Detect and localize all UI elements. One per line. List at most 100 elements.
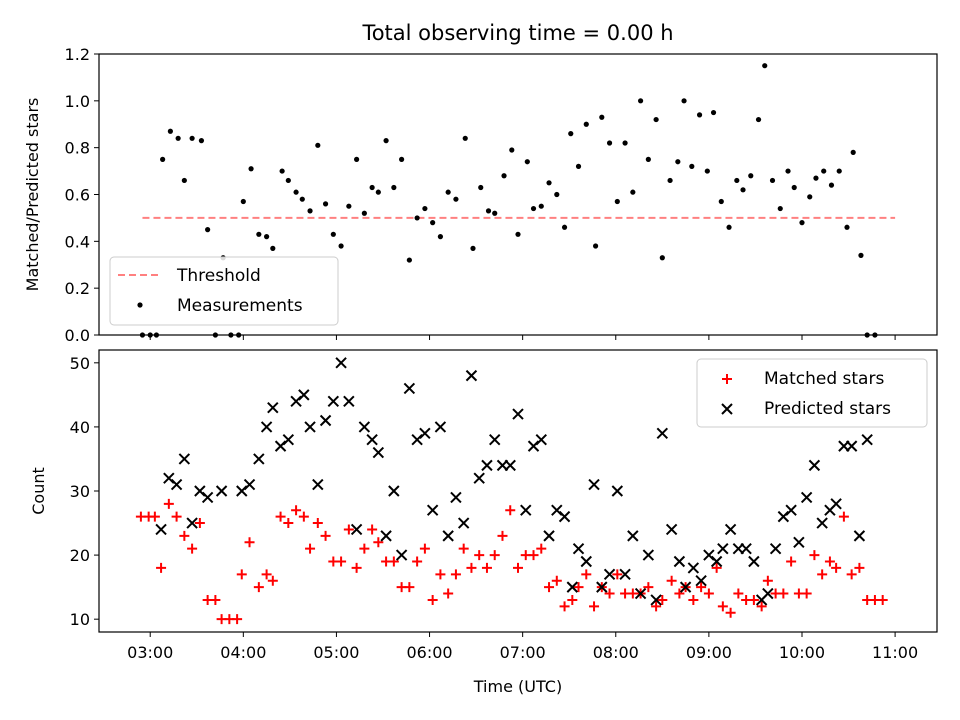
measurement-point [383,138,389,144]
measurement-point [653,116,659,123]
legend-box [109,256,339,326]
matched-star-point [149,511,160,522]
x-tick-label: 09:00 [686,643,732,662]
matched-star-point [528,550,539,561]
matched-star-point [581,569,592,580]
predicted-star-point [489,434,501,446]
matched-star-point [666,575,677,586]
predicted-star-point [243,478,256,491]
matched-star-point [846,569,857,580]
measurement-point [279,168,285,174]
legend-label: Measurements [177,296,303,316]
y-axis-label: Matched/Predicted stars [23,98,42,292]
y-tick-label: 50 [70,354,90,373]
measurement-point [606,140,613,146]
matched-star-point [559,601,570,612]
predicted-star-point [853,530,866,542]
measurement-point [828,182,835,188]
measurement-point [592,243,599,249]
matched-star-point [283,518,294,529]
matched-star-point [156,562,167,573]
measurement-point [422,205,428,212]
measurement-point [430,220,436,226]
chart-title: Total observing time = 0.00 h [361,21,673,45]
predicted-star-point [319,414,332,427]
predicted-star-point [769,542,782,555]
measurement-point [375,189,381,195]
measurement-point [501,173,507,179]
predicted-star-point [178,453,191,465]
measurement-point [391,184,397,191]
measurement-point [524,159,530,165]
matched-star-point [336,556,347,567]
predicted-star-point [267,401,279,414]
matched-star-point [458,543,469,554]
predicted-star-point [650,594,662,606]
predicted-star-point [572,542,585,555]
measurement-point [160,156,166,162]
predicted-star-point [282,434,295,446]
matched-star-point [388,556,399,567]
y-tick-label: 0.2 [65,279,90,298]
measurement-point [453,196,459,202]
matched-star-point [450,569,461,580]
measurement-point [659,255,665,261]
y-tick-label: 0.8 [65,139,90,158]
matched-star-point [232,614,243,625]
y-tick-label: 30 [70,482,90,501]
matched-star-point [817,569,828,580]
measurement-point [175,135,181,141]
predicted-star-point [785,504,797,516]
x-axis-label: Time (UTC) [473,677,562,696]
measurement-point [575,163,582,169]
measurement-point [710,109,717,116]
predicted-star-point [260,421,273,433]
matched-star-point [551,575,562,586]
measurement-point [361,210,367,216]
matched-star-point [505,505,516,516]
matched-star-point [717,601,728,612]
axes-frame [98,53,938,336]
measurement-point [406,257,412,263]
measurement-point [445,189,451,195]
measurement-point [667,177,673,184]
measurement-point [538,203,544,209]
measurement-point [299,196,305,202]
predicted-star-point [253,453,265,465]
matched-star-point [778,588,789,599]
y-tick-label: 1.0 [65,92,90,111]
matched-star-point [298,511,309,522]
matched-star-point [481,562,492,573]
matched-star-point [210,594,221,605]
matched-star-point [179,530,190,541]
measurement-point [791,184,797,191]
predicted-star-point [717,542,729,555]
measurement-point [270,245,276,251]
measurement-point [799,220,805,226]
measurement-point [813,175,819,181]
legend-matched-swatch [722,374,732,384]
measurement-point [622,140,628,146]
matched-star-point [275,511,286,522]
matched-star-point [320,530,331,541]
predicted-star-point [558,510,571,523]
measurement-point [568,131,574,137]
measurement-point [462,135,468,141]
top-chart: 0.0 0.2 0.4 0.6 0.8 1.0 1.2 Matched/Predicted s… [23,45,938,345]
matched-star-point [604,588,615,599]
matched-star-point [786,556,797,567]
predicted-star-point [343,395,355,407]
measurement-point [330,231,336,237]
measurement-point [836,168,842,174]
matched-star-point [651,601,662,612]
measurement-point [369,184,375,191]
matched-star-point [733,588,744,599]
predicted-star-point [724,523,737,536]
predicted-star-point [793,536,805,548]
legend-predicted-swatch [721,403,733,415]
legend-box [696,358,928,428]
measurement-point [240,198,246,205]
matched-star-point [474,550,485,561]
measurement-point [530,205,537,212]
predicted-star-point [543,530,555,542]
